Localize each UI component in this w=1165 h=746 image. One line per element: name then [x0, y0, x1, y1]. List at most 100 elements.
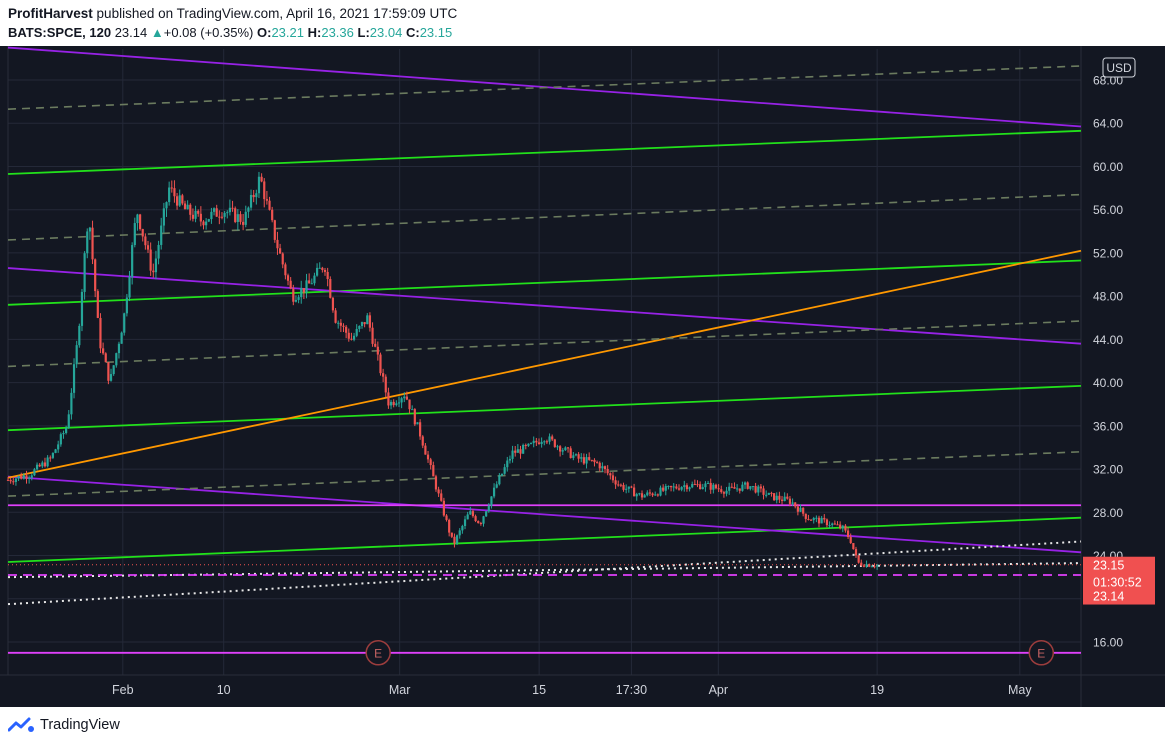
- candle-body: [321, 267, 324, 270]
- candle-body: [529, 443, 533, 445]
- candle: [828, 521, 831, 529]
- candle: [545, 439, 549, 445]
- candle-body: [503, 467, 506, 474]
- candle: [411, 405, 414, 411]
- candle-body: [495, 484, 498, 488]
- candle-body: [511, 450, 514, 459]
- symbol-label[interactable]: BATS:SPCE, 120: [8, 25, 112, 40]
- candle-body: [104, 353, 107, 363]
- candle-body: [419, 422, 422, 437]
- candle: [432, 461, 435, 477]
- earnings-marker: E: [1028, 640, 1055, 666]
- candle: [355, 324, 358, 338]
- candle: [543, 440, 546, 446]
- up-arrow-icon: ▲: [150, 25, 164, 40]
- candle: [849, 533, 852, 544]
- candle: [376, 341, 379, 361]
- candle-body: [627, 486, 630, 489]
- purple-trendline: [7, 267, 1082, 345]
- candle: [714, 483, 718, 490]
- candle: [844, 524, 847, 533]
- candle: [791, 498, 794, 506]
- candle-body: [33, 469, 36, 476]
- earnings-marker: E: [365, 640, 391, 666]
- candle-body: [479, 523, 482, 525]
- candle: [6, 477, 10, 481]
- purple-trendline: [7, 475, 1082, 554]
- candle-body: [249, 194, 253, 208]
- candle: [268, 196, 271, 211]
- candle: [170, 180, 173, 193]
- candle: [326, 267, 329, 287]
- candle-body: [828, 525, 831, 527]
- candle-body: [384, 376, 387, 393]
- candle: [57, 440, 60, 453]
- candle: [635, 492, 638, 501]
- candle-body: [70, 392, 73, 415]
- candle-body: [244, 211, 247, 225]
- candle: [265, 190, 268, 205]
- candle: [181, 193, 184, 206]
- candle-body: [706, 482, 710, 484]
- time-tick-label: 15: [532, 683, 546, 697]
- candle: [223, 210, 226, 224]
- candle-body: [358, 325, 361, 329]
- candle: [286, 273, 290, 286]
- candle: [696, 480, 699, 488]
- candle: [403, 392, 406, 403]
- candle: [450, 532, 453, 539]
- candle: [736, 484, 739, 492]
- ohlc-legend: BATS:SPCE, 120 23.14 ▲+0.08 (+0.35%) O:2…: [8, 25, 452, 40]
- candle-body: [413, 409, 416, 425]
- time-tick-label: Mar: [389, 683, 411, 697]
- price-tick-label: 48.00: [1093, 290, 1123, 304]
- candle: [712, 482, 715, 494]
- candle: [371, 322, 374, 347]
- candle-body: [492, 487, 496, 497]
- candle-body: [355, 328, 358, 336]
- candle: [421, 435, 424, 449]
- candle-body: [516, 449, 519, 453]
- candle: [191, 208, 195, 222]
- candle-body: [519, 449, 522, 454]
- candle: [868, 563, 871, 568]
- candle-body: [54, 449, 57, 453]
- candle-body: [437, 489, 440, 494]
- candle: [551, 434, 554, 442]
- candle: [358, 325, 361, 333]
- tradingview-logo[interactable]: TradingView: [8, 717, 120, 733]
- price-chart[interactable]: EE16.0020.0024.0028.0032.0036.0040.0044.…: [0, 46, 1165, 707]
- candle-body: [741, 484, 744, 491]
- open-label: O:: [257, 25, 272, 40]
- candle-body: [714, 484, 718, 489]
- candle-body: [49, 457, 52, 459]
- chart-area[interactable]: EE16.0020.0024.0028.0032.0036.0040.0044.…: [0, 46, 1165, 707]
- candle: [841, 524, 844, 533]
- candle-body: [363, 322, 366, 325]
- candle-body: [783, 496, 786, 501]
- candle-body: [846, 530, 850, 538]
- candle-body: [342, 325, 345, 327]
- candle: [601, 462, 604, 472]
- price-tick-label: 52.00: [1093, 246, 1123, 260]
- author-name[interactable]: ProfitHarvest: [8, 6, 93, 21]
- time-tick-label: Feb: [112, 683, 134, 697]
- candle: [321, 266, 324, 273]
- candle: [704, 481, 707, 492]
- candle: [728, 482, 731, 495]
- candle-body: [619, 484, 622, 486]
- candle-body: [625, 488, 628, 490]
- candle: [228, 199, 232, 216]
- candle: [482, 515, 485, 527]
- candle: [669, 485, 673, 492]
- candle-body: [389, 401, 393, 406]
- candle: [17, 475, 20, 482]
- candle-body: [107, 362, 110, 381]
- candle-body: [524, 444, 527, 446]
- earnings-marker-circle: [1028, 640, 1055, 666]
- candle: [786, 493, 789, 500]
- candle: [778, 491, 781, 504]
- candle-body: [601, 466, 604, 469]
- candle: [870, 565, 873, 568]
